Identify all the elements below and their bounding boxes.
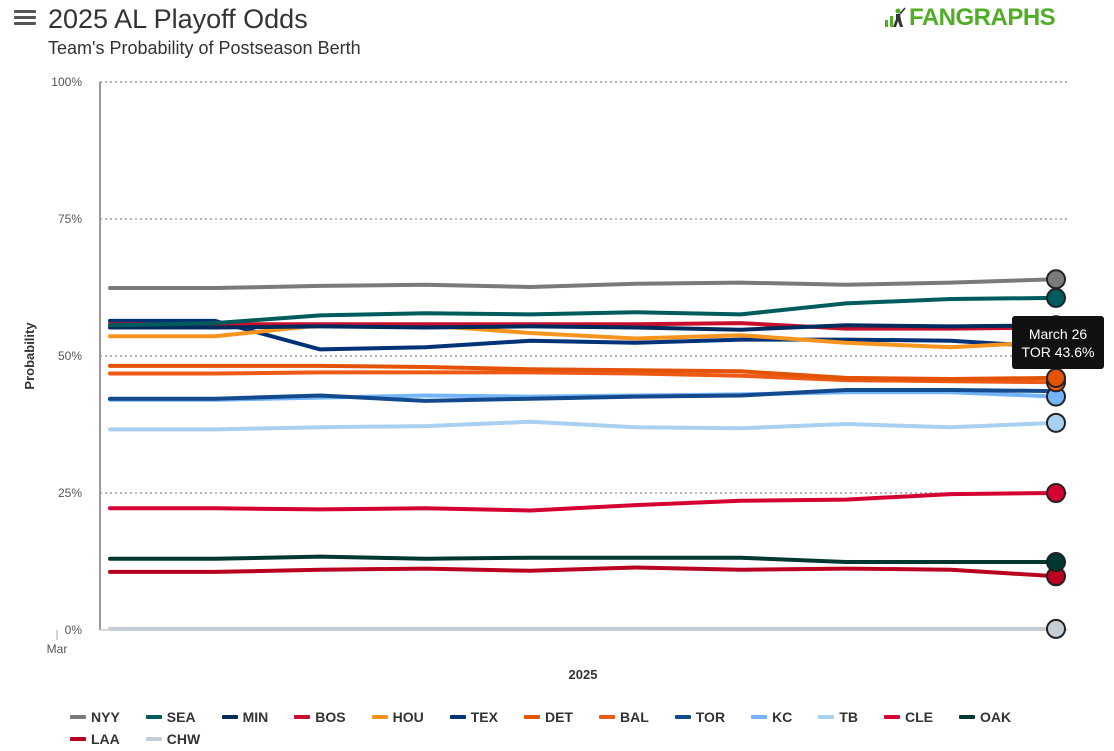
legend-swatch [371, 715, 388, 719]
legend-label: DET [544, 709, 573, 725]
series-line-cle[interactable] [108, 491, 1058, 513]
x-axis-title: 2025 [569, 667, 598, 682]
end-marker-det[interactable] [1046, 367, 1066, 388]
y-tick-label: 0% [65, 623, 83, 637]
legend-item-hou[interactable]: HOU [371, 706, 424, 728]
series-lines [108, 277, 1058, 631]
legend-swatch [674, 715, 691, 719]
end-marker-chw[interactable] [1046, 618, 1066, 639]
legend-label: CHW [166, 731, 201, 747]
legend-item-det[interactable]: DET [523, 706, 573, 728]
legend-swatch [751, 715, 768, 719]
legend-item-min[interactable]: MIN [221, 706, 269, 728]
tooltip-date: March 26 [1028, 326, 1088, 342]
legend-label: BOS [315, 709, 346, 725]
legend-label: CLE [904, 709, 933, 725]
series-line-oak[interactable] [108, 554, 1058, 564]
axes: 0% 25% 50% 75% 100% [51, 75, 1068, 640]
legend-label: KC [772, 709, 793, 725]
legend-swatch [294, 715, 311, 719]
end-marker-tb[interactable] [1046, 412, 1066, 433]
legend-label: NYY [91, 709, 120, 725]
legend-item-tb[interactable]: TB [818, 706, 858, 728]
legend-swatch [958, 715, 975, 719]
series-line-bal[interactable] [108, 370, 1058, 385]
fangraphs-batter-icon [885, 7, 906, 27]
y-tick-label: 50% [58, 349, 82, 363]
series-line-tor[interactable] [108, 388, 1058, 403]
legend-item-cle[interactable]: CLE [883, 706, 933, 728]
series-line-hou[interactable] [108, 323, 1058, 350]
chart-subtitle: Team's Probability of Postseason Berth [48, 38, 361, 58]
series-line-min[interactable] [108, 323, 1058, 332]
series-line-laa[interactable] [108, 565, 1058, 579]
legend-swatch [70, 715, 86, 719]
legend-item-nyy[interactable]: NYY [70, 706, 120, 728]
legend-item-kc[interactable]: KC [751, 706, 792, 728]
legend-label: TOR [695, 709, 726, 725]
end-marker-cle[interactable] [1046, 483, 1066, 503]
legend-item-bal[interactable]: BAL [598, 706, 649, 728]
legend-label: TEX [470, 709, 498, 725]
series-line-sea[interactable] [108, 295, 1058, 328]
legend-label: TB [839, 709, 858, 725]
legend-label: BAL [619, 709, 649, 725]
legend-label: SEA [166, 709, 196, 725]
legend-item-tor[interactable]: TOR [674, 706, 726, 728]
legend: NYY SEA MIN BOS HOU TEX DET BAL TOR KC TB CLE OAK LAA… [70, 706, 1110, 750]
end-marker-oak[interactable] [1046, 552, 1066, 573]
legend-swatch [70, 737, 86, 741]
end-marker-nyy[interactable] [1046, 269, 1066, 290]
end-marker-sea[interactable] [1046, 287, 1066, 308]
hamburger-menu-icon[interactable] [14, 10, 36, 26]
legend-item-bos[interactable]: BOS [294, 706, 346, 728]
y-tick-label: 25% [58, 486, 82, 500]
legend-label: HOU [392, 709, 424, 725]
legend-item-sea[interactable]: SEA [145, 706, 196, 728]
legend-swatch [818, 715, 835, 719]
series-line-nyy[interactable] [108, 277, 1058, 290]
legend-swatch [221, 715, 238, 719]
series-line-det[interactable] [108, 363, 1058, 381]
legend-item-tex[interactable]: TEX [449, 706, 498, 728]
y-tick-label: 100% [51, 75, 82, 89]
chart-title: 2025 AL Playoff Odds [48, 4, 308, 34]
grid-lines [100, 81, 1068, 494]
legend-swatch [883, 715, 900, 719]
legend-swatch [145, 737, 162, 741]
y-axis-title: Probability [22, 322, 37, 390]
hover-tooltip: March 26 TOR 43.6% [1012, 316, 1104, 369]
legend-label: LAA [91, 731, 120, 747]
series-line-tex[interactable] [108, 318, 1058, 352]
legend-swatch [598, 715, 615, 719]
series-line-tb[interactable] [108, 419, 1058, 432]
legend-label: OAK [979, 709, 1012, 725]
legend-swatch [145, 715, 162, 719]
legend-item-chw[interactable]: CHW [145, 728, 201, 750]
y-tick-label: 75% [58, 212, 82, 226]
fangraphs-logo-text: FANGRAPHS [909, 4, 1056, 31]
series-line-bos[interactable] [108, 321, 1058, 331]
fangraphs-logo[interactable]: FANGRAPHS [884, 4, 1056, 32]
legend-label: MIN [242, 709, 269, 725]
legend-item-oak[interactable]: OAK [958, 706, 1012, 728]
x-axis-month-label: Mar [47, 642, 68, 656]
legend-item-laa[interactable]: LAA [70, 728, 120, 750]
legend-swatch [523, 715, 540, 719]
tooltip-value: TOR 43.6% [1021, 344, 1095, 360]
legend-swatch [449, 715, 466, 719]
